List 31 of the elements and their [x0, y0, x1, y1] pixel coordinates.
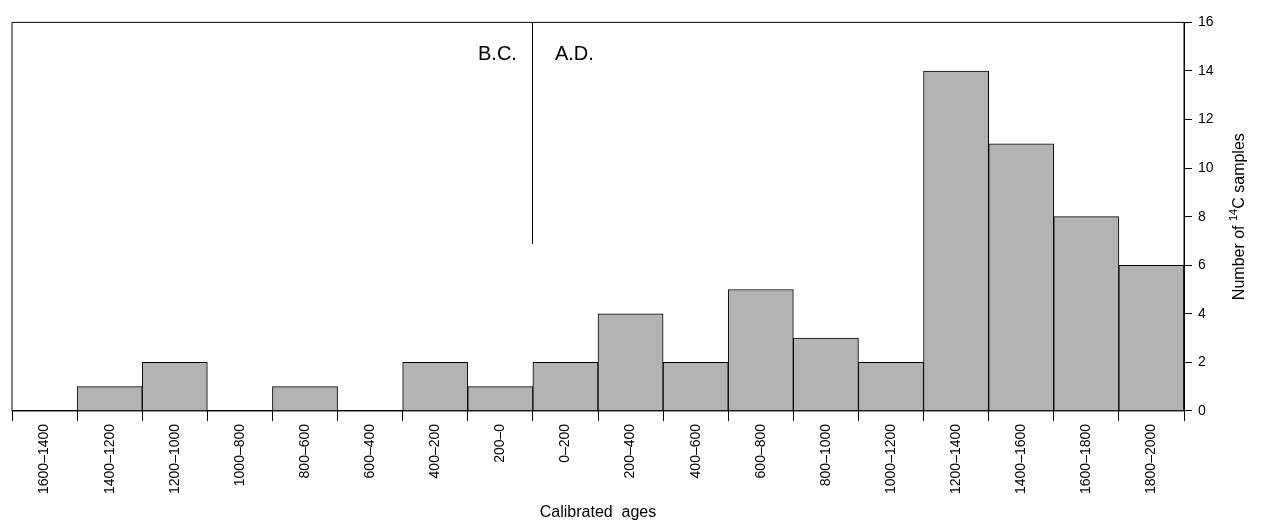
x-tick-label: 1200–1400	[946, 423, 963, 494]
x-tick-label: 1600–1400	[35, 423, 52, 494]
x-tick-label: 0–200	[556, 423, 573, 463]
x-tick-label: 1000–1200	[881, 423, 898, 494]
x-tick-label: 200–0	[491, 423, 508, 463]
y-tick-label: 8	[1198, 207, 1206, 224]
x-tick-label: 400–200	[426, 423, 443, 479]
y-tick-label: 10	[1198, 158, 1214, 175]
y-tick-label: 6	[1198, 256, 1206, 273]
x-tick-label: 1400–1600	[1012, 423, 1029, 494]
y-tick-label: 2	[1198, 353, 1206, 370]
y-axis-title: Number of 14C samples	[1227, 133, 1248, 301]
y-tick-label: 16	[1198, 13, 1214, 30]
y-tick-label: 0	[1198, 401, 1206, 418]
y-tick-label: 4	[1198, 304, 1206, 321]
x-tick-label: 800–600	[295, 423, 312, 479]
y-tick-label: 12	[1198, 110, 1214, 127]
annotation: B.C.	[477, 41, 517, 64]
x-tick-label: 600–800	[751, 423, 768, 479]
y-tick-label: 14	[1198, 61, 1214, 78]
x-tick-label: 1800–2000	[1142, 423, 1159, 494]
x-tick-label: 600–400	[360, 423, 377, 479]
x-tick-label: 800–1000	[816, 423, 833, 487]
x-axis-title: Calibrated ages	[539, 503, 657, 521]
x-tick-label: 1000–800	[230, 423, 247, 487]
x-tick-label: 200–400	[621, 423, 638, 479]
x-tick-label: 400–600	[686, 423, 703, 479]
annotation: A.D.	[554, 41, 594, 64]
x-tick-label: 1400–1200	[100, 423, 117, 494]
x-tick-label: 1600–1800	[1077, 423, 1094, 494]
x-tick-label: 1200–1000	[165, 423, 182, 494]
